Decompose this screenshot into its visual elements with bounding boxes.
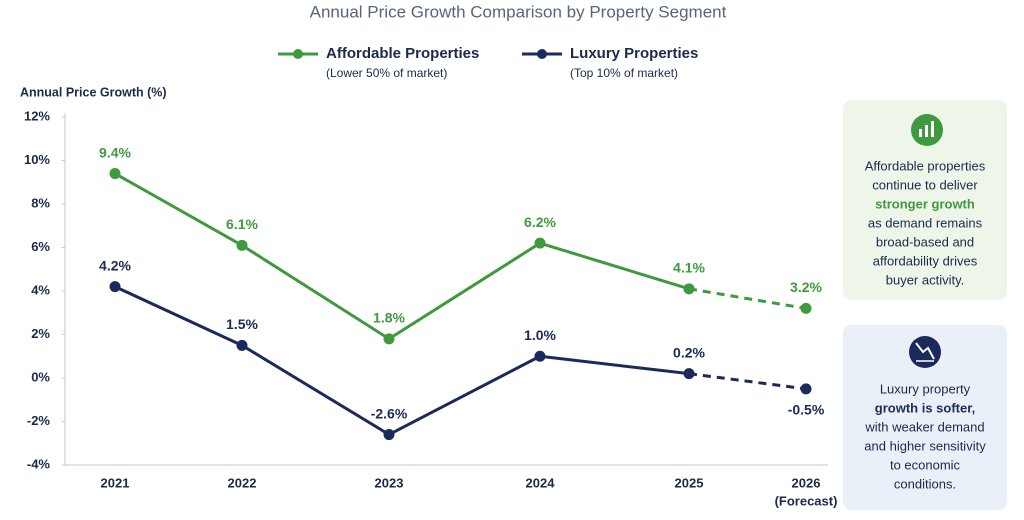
data-label: 9.4% bbox=[99, 144, 131, 160]
annotation-text: Affordable properties bbox=[865, 158, 986, 173]
data-label: 6.2% bbox=[524, 214, 556, 230]
data-point bbox=[534, 350, 546, 362]
x-tick-label: 2022 bbox=[228, 475, 257, 490]
decline-icon bbox=[909, 336, 941, 368]
data-point bbox=[109, 168, 121, 180]
annotation-card bbox=[843, 325, 1007, 510]
data-label: 0.2% bbox=[673, 344, 705, 360]
annotation-text: growth is softer, bbox=[875, 400, 975, 415]
annotation-text: to economic bbox=[890, 457, 961, 472]
y-axis-label: Annual Price Growth (%) bbox=[20, 85, 167, 99]
annotation-card bbox=[843, 100, 1007, 300]
forecast-segment bbox=[688, 287, 807, 310]
x-tick-label: 2024 bbox=[526, 475, 556, 490]
annotation-text: Luxury property bbox=[880, 381, 971, 396]
annotation-text: broad-based and bbox=[876, 234, 974, 249]
line-segment bbox=[241, 344, 390, 436]
y-tick-label: 10% bbox=[24, 152, 50, 167]
data-label: 1.0% bbox=[524, 327, 556, 343]
y-tick-label: 2% bbox=[31, 326, 50, 341]
line-segment bbox=[114, 172, 243, 247]
data-label: 4.1% bbox=[673, 260, 705, 276]
x-tick-label: 2025 bbox=[675, 475, 704, 490]
line-segment bbox=[241, 244, 390, 341]
data-point bbox=[236, 239, 248, 251]
annotation-text: as demand remains bbox=[868, 215, 983, 230]
x-tick-label: 2023 bbox=[375, 475, 404, 490]
data-label: -2.6% bbox=[371, 405, 408, 421]
data-point bbox=[534, 237, 546, 249]
y-tick-label: 8% bbox=[31, 195, 50, 210]
line-segment bbox=[388, 241, 541, 341]
data-label: -0.5% bbox=[788, 402, 825, 418]
data-point bbox=[383, 333, 395, 345]
legend-description: (Top 10% of market) bbox=[570, 66, 678, 80]
growth-icon bbox=[911, 114, 943, 146]
legend-description: (Lower 50% of market) bbox=[326, 66, 447, 80]
annotation-text: affordability drives bbox=[873, 253, 978, 268]
y-tick-label: 6% bbox=[31, 239, 50, 254]
x-tick-label: 2026 bbox=[792, 475, 821, 490]
data-label: 4.2% bbox=[99, 257, 131, 273]
x-tick-note: (Forecast) bbox=[775, 493, 838, 508]
line-segment bbox=[114, 285, 243, 347]
x-tick-label: 2021 bbox=[101, 475, 130, 490]
annotation-text: continue to deliver bbox=[872, 177, 978, 192]
y-tick-label: 4% bbox=[31, 282, 50, 297]
y-tick-label: -2% bbox=[27, 413, 51, 428]
annotation-text: buyer activity. bbox=[886, 272, 965, 287]
annotation-text: stronger growth bbox=[875, 196, 975, 211]
legend-marker bbox=[293, 49, 303, 59]
annotation-text: conditions. bbox=[894, 476, 956, 491]
data-point bbox=[236, 339, 248, 351]
line-segment bbox=[388, 354, 541, 436]
y-tick-label: 12% bbox=[24, 108, 50, 123]
data-point bbox=[109, 281, 121, 293]
legend-marker bbox=[537, 49, 547, 59]
data-point bbox=[800, 302, 812, 314]
data-point bbox=[683, 368, 695, 380]
data-label: 1.8% bbox=[373, 310, 405, 326]
annotation-text: and higher sensitivity bbox=[864, 438, 986, 453]
y-tick-label: -4% bbox=[27, 456, 51, 471]
data-point bbox=[383, 429, 395, 441]
y-tick-label: 0% bbox=[31, 369, 50, 384]
data-label: 1.5% bbox=[226, 316, 258, 332]
data-point bbox=[683, 283, 695, 295]
data-label: 3.2% bbox=[790, 279, 822, 295]
legend-label: Affordable Properties bbox=[326, 45, 479, 62]
forecast-segment bbox=[688, 372, 807, 391]
annotation-text: with weaker demand bbox=[864, 419, 984, 434]
data-label: 6.1% bbox=[226, 216, 258, 232]
data-point bbox=[800, 383, 812, 395]
chart-title: Annual Price Growth Comparison by Proper… bbox=[310, 2, 727, 21]
line-segment bbox=[539, 354, 690, 376]
line-segment bbox=[539, 241, 690, 291]
legend-label: Luxury Properties bbox=[570, 45, 698, 62]
